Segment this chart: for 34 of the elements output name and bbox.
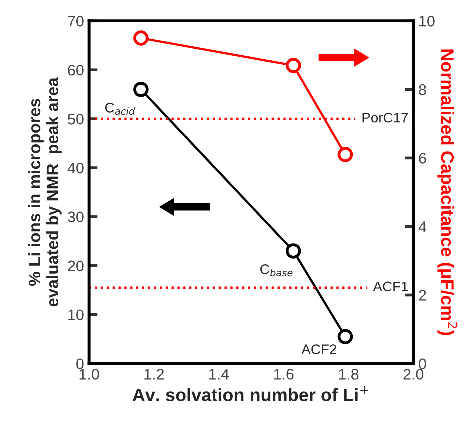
point [134, 30, 149, 46]
point [338, 147, 354, 162]
y-tick-label: 40 [68, 162, 84, 174]
point [338, 329, 354, 344]
annotation: C$_{base}$ [260, 264, 293, 277]
y-tick-label: 30 [68, 212, 84, 223]
x-tick-label: 1.6 [274, 369, 294, 380]
point [286, 58, 302, 74]
annotation: C$_{acid}$ [106, 102, 136, 116]
x-tick-label: 1.4 [210, 369, 230, 380]
x-tick-label: 2.0 [404, 369, 424, 380]
point [286, 244, 302, 259]
point [134, 82, 149, 98]
y-axis-title: % Li ions in micropores evaluated by NMR peak area [28, 77, 62, 307]
y-tick-label: 0 [76, 358, 84, 370]
y-tick-label: 10 [68, 310, 84, 321]
x-tick-label: 1.2 [144, 369, 164, 380]
x-axis-title: Av. solvation number of Li$^{+}$ [132, 386, 369, 402]
y-tick-label: 70 [68, 16, 84, 27]
y2-tick-label: 4 [418, 222, 427, 232]
x-tick-label: 1.8 [339, 369, 359, 380]
ref-line-label: PorC17 [362, 112, 408, 123]
annotation: ACF2 [302, 344, 336, 354]
y-tick-label: 50 [68, 114, 84, 125]
y2-tick-label: 0 [419, 358, 426, 370]
y2-axis-title: Normalized Capacitance (μF/cm$^{2}$) [438, 50, 458, 336]
ref-line-label: ACF1 [373, 282, 408, 292]
y2-tick-label: 10 [420, 16, 435, 27]
y2-tick-label: 6 [419, 153, 426, 164]
y-tick-label: 60 [68, 64, 84, 76]
y2-tick-label: 8 [419, 84, 426, 96]
y-tick-label: 20 [68, 260, 84, 272]
y2-tick-label: 2 [419, 290, 426, 301]
x-tick-label: 1.0 [80, 369, 100, 380]
